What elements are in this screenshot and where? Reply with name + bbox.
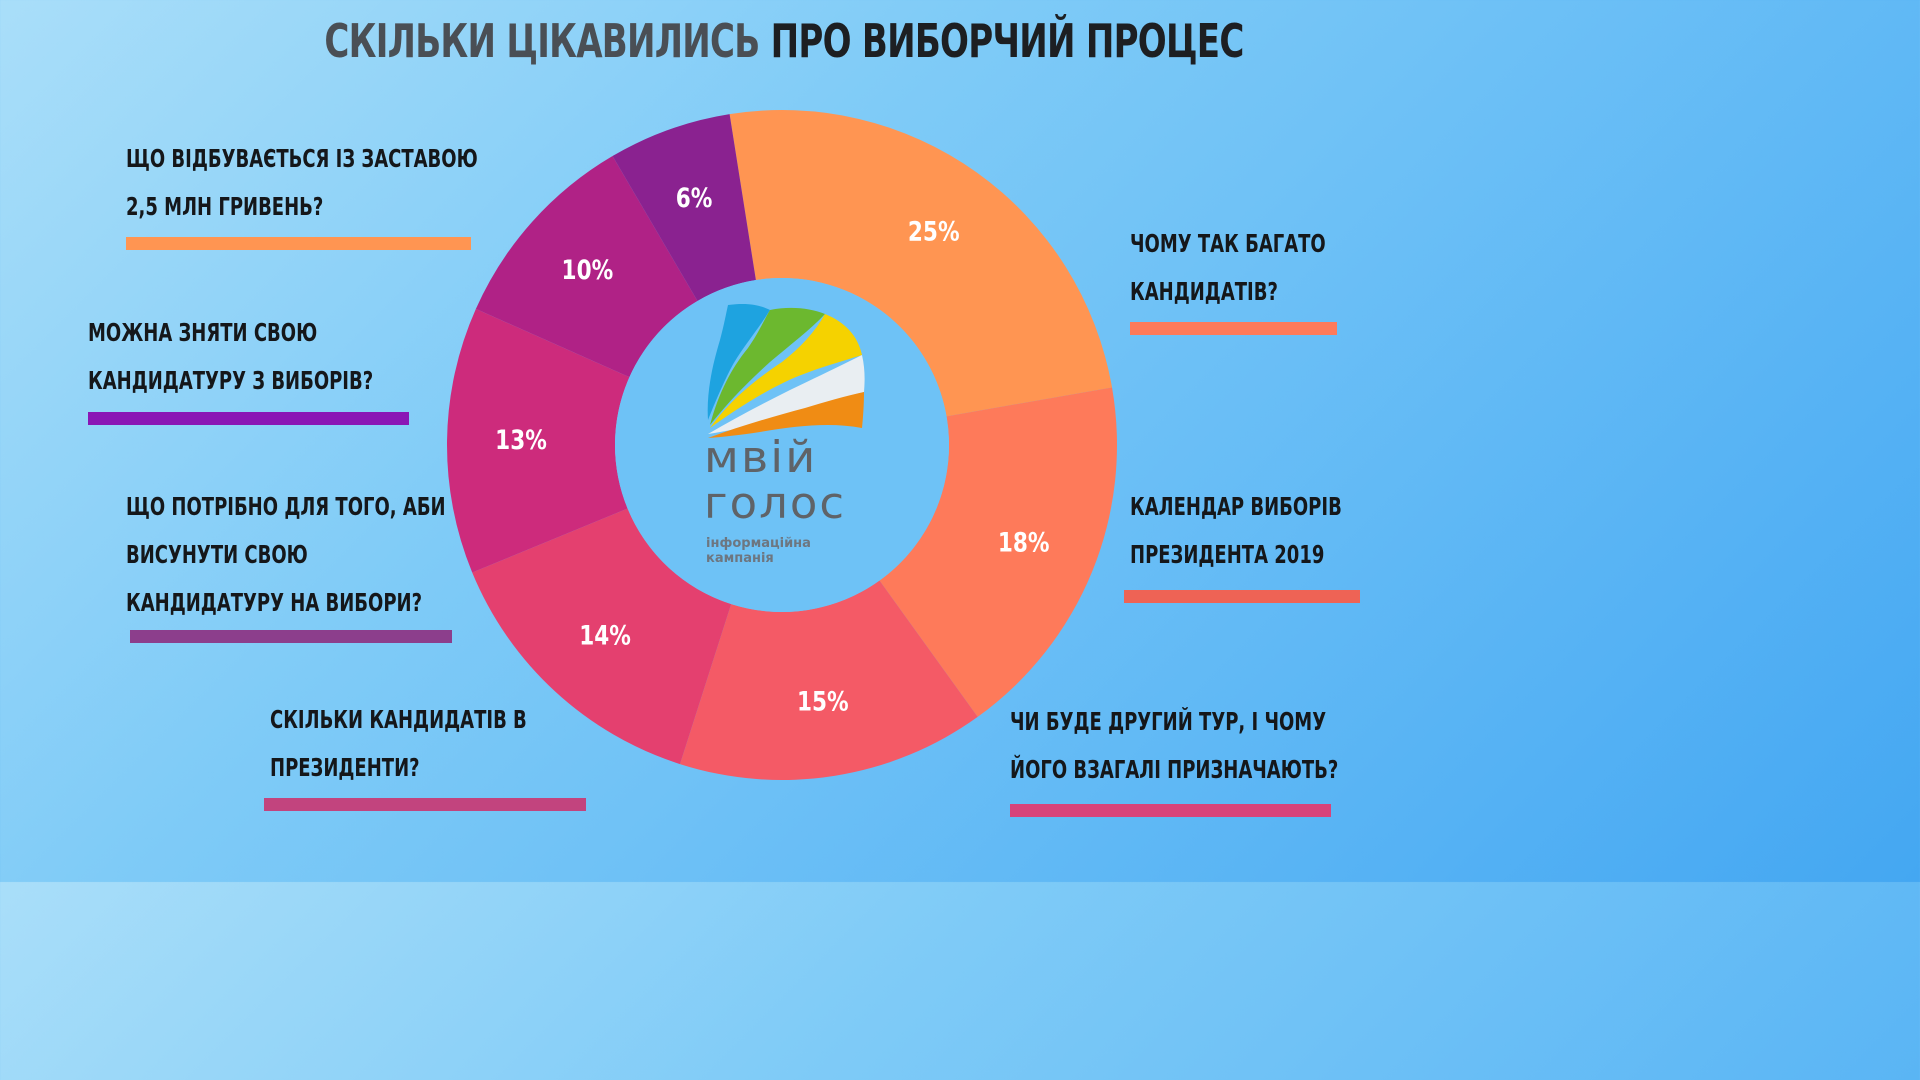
legend-line: ЧОМУ ТАК БАГАТО	[1130, 229, 1326, 258]
donut-value-labels: 25% 18% 15% 14% 13% 10% 6%	[495, 182, 1049, 718]
donut-slice-4	[446, 308, 630, 573]
donut-slices	[446, 109, 1117, 780]
legend-line: ЩО ПОТРІБНО ДЛЯ ТОГО, АБИ	[126, 492, 446, 521]
legend-line: КАНДИДАТУРУ З ВИБОРІВ?	[88, 366, 374, 395]
logo-word-2: голос	[704, 478, 847, 529]
legend-bar-withdraw	[88, 412, 409, 425]
donut-value-label-0: 25%	[908, 215, 960, 247]
campaign-logo: мвій голос інформаційна кампанія	[700, 300, 870, 570]
legend-item-how-many: СКІЛЬКИ КАНДИДАТІВ В ПРЕЗИДЕНТИ?	[264, 696, 627, 811]
legend-line: ПРЕЗИДЕНТИ?	[270, 753, 420, 782]
donut-slice-5	[475, 156, 698, 378]
donut-slice-1	[879, 387, 1117, 717]
legend-text-nominate: ЩО ПОТРІБНО ДЛЯ ТОГО, АБИ ВИСУНУТИ СВОЮ …	[126, 483, 446, 627]
donut-hole	[615, 278, 949, 612]
legend-line: КАНДИДАТІВ?	[1130, 277, 1278, 306]
donut-value-label-2: 15%	[797, 685, 849, 717]
legend-item-nominate: ЩО ПОТРІБНО ДЛЯ ТОГО, АБИ ВИСУНУТИ СВОЮ …	[126, 483, 570, 643]
chart-title: СКІЛЬКИ ЦІКАВИЛИСЬ ПРО ВИБОРЧИЙ ПРОЦЕС	[204, 14, 1364, 68]
legend-line: ПРЕЗИДЕНТА 2019	[1130, 540, 1325, 569]
legend-item-deposit: ЩО ВІДБУВАЄТЬСЯ ІЗ ЗАСТАВОЮ 2,5 МЛН ГРИВ…	[126, 135, 615, 250]
legend-text-deposit: ЩО ВІДБУВАЄТЬСЯ ІЗ ЗАСТАВОЮ 2,5 МЛН ГРИВ…	[126, 135, 478, 231]
legend-line: СКІЛЬКИ КАНДИДАТІВ В	[270, 705, 527, 734]
legend-item-withdraw: МОЖНА ЗНЯТИ СВОЮ КАНДИДАТУРУ З ВИБОРІВ?	[88, 309, 484, 425]
legend-line: ВИСУНУТИ СВОЮ	[126, 540, 308, 569]
donut-slice-0	[729, 109, 1113, 417]
legend-item-many-candidates: ЧОМУ ТАК БАГАТО КАНДИДАТІВ?	[1130, 220, 1402, 335]
logo-waves-icon	[707, 303, 865, 438]
logo-subtitle-2: кампанія	[706, 551, 774, 566]
donut-value-label-4: 13%	[495, 424, 547, 456]
logo-subtitle-1: інформаційна	[706, 536, 811, 551]
legend-line: КАНДИДАТУРУ НА ВИБОРИ?	[126, 588, 423, 617]
legend-text-how-many: СКІЛЬКИ КАНДИДАТІВ В ПРЕЗИДЕНТИ?	[270, 696, 527, 792]
title-part-2: ПРО ВИБОРЧИЙ ПРОЦЕС	[770, 14, 1245, 68]
donut-slice-6	[612, 114, 756, 301]
legend-bar-calendar	[1124, 590, 1360, 603]
legend-line: 2,5 МЛН ГРИВЕНЬ?	[126, 192, 324, 221]
legend-bar-nominate	[130, 630, 452, 643]
donut-value-label-1: 18%	[998, 526, 1050, 558]
legend-text-calendar: КАЛЕНДАР ВИБОРІВ ПРЕЗИДЕНТА 2019	[1130, 483, 1342, 579]
legend-line: ЧИ БУДЕ ДРУГИЙ ТУР, І ЧОМУ	[1010, 707, 1327, 736]
legend-line: МОЖНА ЗНЯТИ СВОЮ	[88, 318, 318, 347]
donut-value-label-3: 14%	[579, 619, 631, 651]
legend-bar-many-candidates	[1130, 322, 1337, 335]
legend-item-second-round: ЧИ БУДЕ ДРУГИЙ ТУР, І ЧОМУ ЙОГО ВЗАГАЛІ …	[1010, 698, 1466, 817]
legend-bar-deposit	[126, 237, 471, 250]
donut-slice-3	[472, 508, 732, 765]
legend-line: ЩО ВІДБУВАЄТЬСЯ ІЗ ЗАСТАВОЮ	[126, 144, 478, 173]
donut-chart: 25% 18% 15% 14% 13% 10% 6%	[446, 109, 1117, 780]
legend-line: КАЛЕНДАР ВИБОРІВ	[1130, 492, 1342, 521]
legend-text-many-candidates: ЧОМУ ТАК БАГАТО КАНДИДАТІВ?	[1130, 220, 1326, 316]
legend-line: ЙОГО ВЗАГАЛІ ПРИЗНАЧАЮТЬ?	[1010, 755, 1339, 784]
legend-bar-second-round	[1010, 804, 1331, 817]
title-part-1: СКІЛЬКИ ЦІКАВИЛИСЬ	[324, 14, 760, 68]
legend-item-calendar: КАЛЕНДАР ВИБОРІВ ПРЕЗИДЕНТА 2019	[1124, 483, 1424, 603]
legend-bar-how-many	[264, 798, 586, 811]
donut-slice-2	[679, 580, 978, 780]
logo-word-1: мвій	[704, 432, 818, 483]
legend-text-second-round: ЧИ БУДЕ ДРУГИЙ ТУР, І ЧОМУ ЙОГО ВЗАГАЛІ …	[1010, 698, 1338, 794]
legend-text-withdraw: МОЖНА ЗНЯТИ СВОЮ КАНДИДАТУРУ З ВИБОРІВ?	[88, 309, 373, 405]
donut-value-label-6: 6%	[676, 182, 713, 214]
donut-value-label-5: 10%	[562, 253, 614, 285]
